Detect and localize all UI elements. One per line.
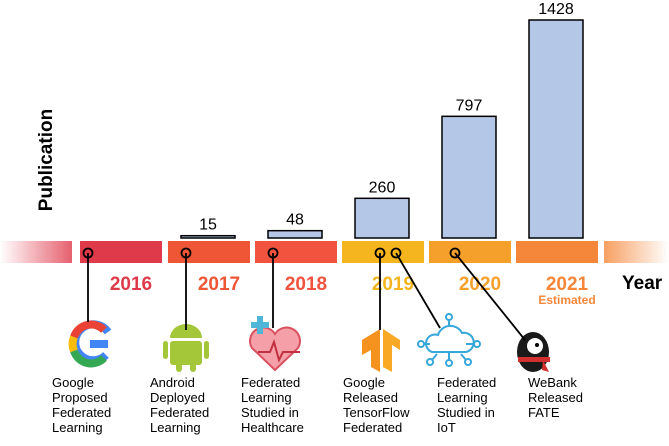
annotation: Estimated (538, 293, 595, 307)
x-tick-label: 2016 (110, 274, 152, 295)
event-text: Google (343, 375, 385, 390)
event-text: FATE (528, 405, 560, 420)
cloud-icon (418, 314, 480, 366)
event-text: Learning (241, 390, 292, 405)
bar (529, 20, 583, 238)
value-label: 15 (199, 217, 217, 234)
value-label: 260 (369, 179, 396, 196)
band-fade (0, 241, 72, 263)
event-text: Android (150, 375, 195, 390)
event-text: Federated (437, 375, 496, 390)
x-tick-label: 2021 (546, 274, 589, 295)
timeline-segment (168, 241, 250, 263)
event-text: Learning (150, 420, 201, 435)
timeline-segment (516, 241, 598, 263)
timeline-segment (342, 241, 424, 263)
event-text: Healthcare (241, 420, 304, 435)
event-text: Released (528, 390, 583, 405)
event-text: Proposed (52, 390, 108, 405)
event-text: WeBank (528, 375, 577, 390)
x-axis-label: Year (622, 273, 663, 294)
google-icon (73, 324, 108, 363)
chart: Publication Year (0, 0, 669, 446)
event-text: Studied in (437, 405, 495, 420)
event-text: Deployed (150, 390, 205, 405)
bar (355, 198, 409, 238)
penguin-icon (517, 332, 550, 372)
timeline-segment (429, 241, 511, 263)
timeline-segment (255, 241, 337, 263)
event-text: Learning (437, 390, 488, 405)
event-text: Federated (150, 405, 209, 420)
band-fade (604, 241, 669, 263)
event-text: Studied in (241, 405, 299, 420)
event-text: Google (52, 375, 94, 390)
bar (442, 116, 496, 238)
x-tick-label: 2017 (198, 274, 240, 295)
event-text: TensorFlow (343, 405, 410, 420)
value-label: 797 (456, 97, 483, 114)
icons (73, 314, 550, 372)
connector (455, 253, 525, 340)
x-tick-label: 2019 (372, 274, 414, 295)
event-text: Released (343, 390, 398, 405)
event-text: Federated (343, 420, 402, 435)
event-text: Federated (241, 375, 300, 390)
bar (181, 236, 235, 238)
tensorflow-icon (362, 329, 400, 372)
android-icon (163, 324, 209, 372)
x-tick-label: 2018 (285, 274, 327, 295)
bar (268, 231, 322, 238)
event-text: IoT (437, 420, 456, 435)
y-axis-label: Publication (36, 109, 57, 211)
event-text: Learning (52, 420, 103, 435)
event-text: Federated (52, 405, 111, 420)
value-label: 48 (286, 212, 304, 229)
value-label: 1428 (538, 1, 574, 18)
health-icon (250, 316, 300, 370)
